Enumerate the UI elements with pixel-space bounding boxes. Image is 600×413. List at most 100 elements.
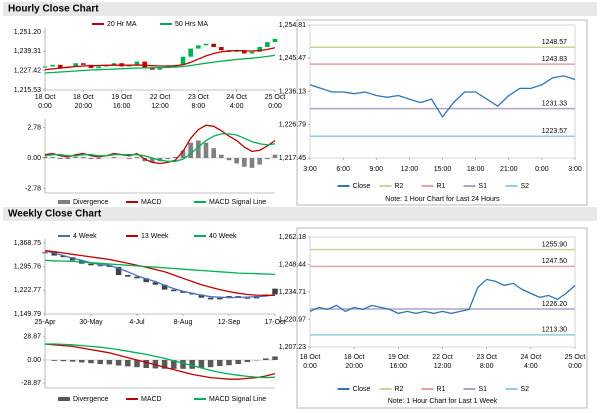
x-tick-label: 22 Oct 12:00 (150, 94, 171, 110)
line-series (309, 278, 576, 315)
x-tick-label: 24 Oct 4:00 (521, 354, 542, 370)
candle (242, 50, 247, 54)
legend-label: MACD (141, 199, 162, 206)
y-tick-label: 1,234.71 (279, 289, 306, 296)
divergence-bar (180, 360, 186, 369)
y-tick-label: 1,245.47 (279, 55, 306, 62)
y-tick-label: 1,236.13 (279, 88, 306, 95)
divergence-bar (51, 360, 57, 361)
candle (134, 61, 140, 65)
y-tick-label: 1,248.44 (279, 261, 306, 268)
divergence-bar (211, 148, 216, 158)
x-tick-label: 25 Oct 0:00 (265, 94, 286, 110)
divergence-bar (257, 158, 262, 165)
x-tick-label: 3:00 (303, 166, 317, 173)
line-series (44, 343, 276, 380)
x-tick-label: 12-Sep (218, 319, 241, 326)
divergence-bar (263, 358, 269, 360)
x-tick-label: 23 Oct 8:00 (476, 354, 497, 370)
divergence-bar (188, 142, 193, 158)
divergence-bar (226, 158, 232, 161)
line-series (44, 47, 276, 71)
legend-label: 4 Week (73, 233, 97, 240)
section-title: Hourly Close Chart (8, 4, 99, 15)
level-label: 1226.20 (542, 301, 567, 308)
candle (143, 278, 149, 283)
candle (249, 51, 255, 54)
divergence-bar (165, 158, 170, 160)
candle (152, 282, 159, 285)
candle (60, 255, 67, 258)
candle (81, 63, 86, 65)
divergence-bar (272, 154, 278, 158)
candle (188, 48, 193, 57)
divergence-bar (272, 356, 278, 360)
panel-frame (296, 227, 588, 409)
legend-label: R2 (395, 386, 404, 393)
legend-label: MACD Signal Line (209, 199, 266, 206)
y-tick-label: 2.78 (27, 124, 41, 131)
x-tick-label: 25 Oct 0:00 (565, 354, 586, 370)
y-tick-label: 0.00 (27, 357, 41, 364)
candle (150, 68, 155, 70)
y-tick-label: 1,222.77 (14, 287, 41, 294)
candle (265, 42, 270, 47)
divergence-bar (69, 360, 76, 362)
divergence-bar (249, 158, 255, 168)
divergence-bar (106, 360, 113, 365)
line-series (45, 343, 276, 379)
legend-label: S1 (479, 386, 488, 393)
x-tick-label: 25-Apr (34, 319, 56, 326)
x-tick-label: 17-Oct (264, 319, 285, 326)
section-title: Weekly Close Chart (8, 209, 102, 220)
x-tick-label: 22 Oct 12:00 (432, 354, 453, 370)
divergence-bar (226, 360, 232, 366)
candle (161, 284, 168, 290)
candle (58, 64, 63, 69)
candle (125, 275, 131, 277)
candle (88, 64, 94, 69)
legend-label: 50 Hrs MA (175, 21, 208, 28)
candle (171, 289, 177, 292)
legend-label: Divergence (73, 396, 109, 403)
candle (226, 296, 232, 298)
y-tick-label: 1,262.18 (279, 234, 306, 241)
x-tick-label: 18:00 (467, 166, 485, 173)
divergence-bar (217, 360, 223, 366)
legend-label: Close (353, 183, 371, 190)
x-tick-label: 0:00 (535, 166, 549, 173)
y-tick-label: 1,149.79 (14, 311, 41, 318)
legend-label: 20 Hr MA (107, 21, 137, 28)
divergence-bar (143, 360, 149, 368)
candle (51, 252, 57, 256)
x-tick-label: 18 Oct 0:00 (35, 94, 56, 110)
divergence-bar (203, 142, 209, 158)
candle (180, 56, 186, 65)
candle (106, 265, 113, 267)
chart-note: Note: 1 Hour Chart for Last 24 Hours (385, 196, 500, 203)
legend-label: R1 (437, 386, 446, 393)
x-tick-label: 23 Oct 8:00 (188, 94, 209, 110)
candle (219, 46, 224, 51)
candle (272, 38, 278, 43)
x-tick-label: 19 Oct 16:00 (388, 354, 409, 370)
y-tick-label: 1,254.81 (279, 22, 306, 29)
candle (111, 63, 117, 65)
divergence-bar (265, 158, 270, 160)
level-label: 1231.33 (542, 100, 567, 107)
y-tick-label: 1,226.79 (279, 122, 306, 129)
divergence-bar (50, 156, 55, 158)
candle (42, 66, 48, 68)
divergence-bar (244, 360, 251, 362)
legend-label: R2 (395, 183, 404, 190)
divergence-bar (180, 150, 186, 158)
divergence-bar (127, 158, 132, 160)
divergence-bar (134, 360, 140, 368)
y-tick-label: 1,295.76 (14, 264, 41, 271)
candle (50, 64, 55, 67)
x-tick-label: 18 Oct 0:00 (300, 354, 321, 370)
candle (272, 288, 278, 295)
candle (97, 265, 103, 267)
candle (217, 297, 223, 300)
divergence-bar (125, 360, 131, 367)
